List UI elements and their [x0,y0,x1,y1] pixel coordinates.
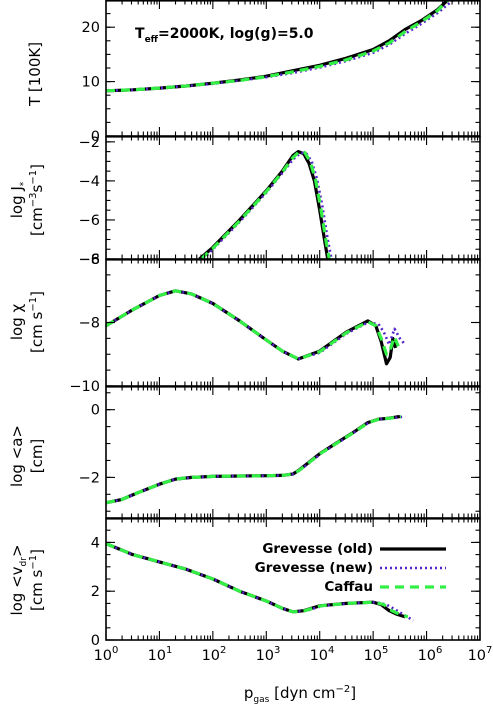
legend-label-0: Grevesse (old) [262,541,373,557]
legend-label-2: Caffau [324,579,373,595]
y-tick-label-temperature: 20 [82,20,100,36]
annotation-t-sub: eff [145,35,159,45]
svg-text:[cm−3s−1]: [cm−3s−1] [28,164,46,236]
svg-text:log <vdr>: log <vdr> [8,544,29,615]
svg-text:[cm s−1]: [cm s−1] [28,549,46,611]
y-tick-label-temperature: 10 [82,75,100,91]
ylabel-nucleation: log J* [cm−3s−1] [8,164,46,236]
ylabel-growth: log χ [cm s−1] [8,291,46,353]
x-tick-label-1: 101 [148,645,173,664]
y-tick-label-drift-velocity: 0 [91,633,100,649]
panel-growth: −10−8−6 [69,252,481,395]
panel-nucleation: −8−6−4−2 [79,135,481,268]
annotation: Teff=2000K, log(g)=5.0 [135,26,314,45]
svg-text:log <a>: log <a> [8,425,26,487]
ylabel-temperature: T [100K] [26,42,44,107]
panel-drift-velocity: 0 2 4 [91,517,481,649]
ylabel-drift-velocity: log <vdr> [cm s−1] [8,544,46,615]
x-tick-label-5: 105 [364,645,389,664]
y-tick-label-grain-size: 0 [91,403,100,419]
panel-temperature: 0 10 20 [82,0,481,145]
y-tick-label-drift-velocity: 4 [91,535,100,551]
y-tick-label-nucleation: −4 [79,174,100,190]
annotation-t: T [135,26,145,42]
y-tick-label-nucleation: −2 [79,135,100,151]
svg-text:log J*: log J* [8,181,29,218]
series-group-grain-size [106,414,406,505]
x-tick-label-0: 100 [94,645,119,664]
y-tick-label-drift-velocity: 2 [91,584,100,600]
panel-frame-grain-size [105,385,481,519]
y-tick-label-nucleation: −8 [79,252,100,268]
svg-text:[cm]: [cm] [28,439,46,474]
y-tick-label-growth: −6 [79,252,100,268]
y-tick-label-nucleation: −6 [79,213,100,229]
x-tick-labels: 100 101 102 103 104 105 106 107 [94,645,493,664]
x-tick-label-3: 103 [256,645,281,664]
y-tick-label-temperature: 0 [91,129,100,145]
panel-frame-drift-velocity [105,517,481,641]
series-line-growth-dashed [106,289,400,361]
svg-text:[cm s−1]: [cm s−1] [28,291,46,353]
y-tick-label-growth: −8 [79,316,100,332]
x-axis-label: pgas [dyn cm−2] [244,684,356,705]
panel-frame-growth [105,258,481,387]
svg-text:log χ: log χ [8,304,26,341]
series-line-temperature-solid [106,0,449,93]
series-group-drift-velocity [106,542,414,622]
x-tick-label-2: 102 [202,645,227,664]
x-tick-label-6: 106 [418,645,443,664]
series-line-temperature-dotted [106,0,455,93]
panel-grain-size: −2 0 [79,385,481,519]
legend-label-1: Grevesse (new) [255,560,373,576]
series-line-drift-velocity-dashed [106,542,409,619]
series-line-grain-size-dashed [106,414,402,505]
series-group-temperature [106,0,455,93]
series-group-growth [106,289,407,366]
legend: Grevesse (old) Grevesse (new) Caffau [255,541,446,595]
y-tick-label-growth: −10 [69,379,100,395]
x-tick-label-4: 104 [310,645,335,664]
series-line-temperature-dashed [106,0,450,93]
series-group-nucleation [198,150,333,259]
x-tick-label-7: 107 [468,645,493,664]
series-line-grain-size-solid [106,414,401,505]
annotation-rest: =2000K, log(g)=5.0 [158,26,314,42]
ylabel-grain-size: log <a> [cm] [8,425,46,487]
y-tick-label-grain-size: −2 [79,470,100,486]
